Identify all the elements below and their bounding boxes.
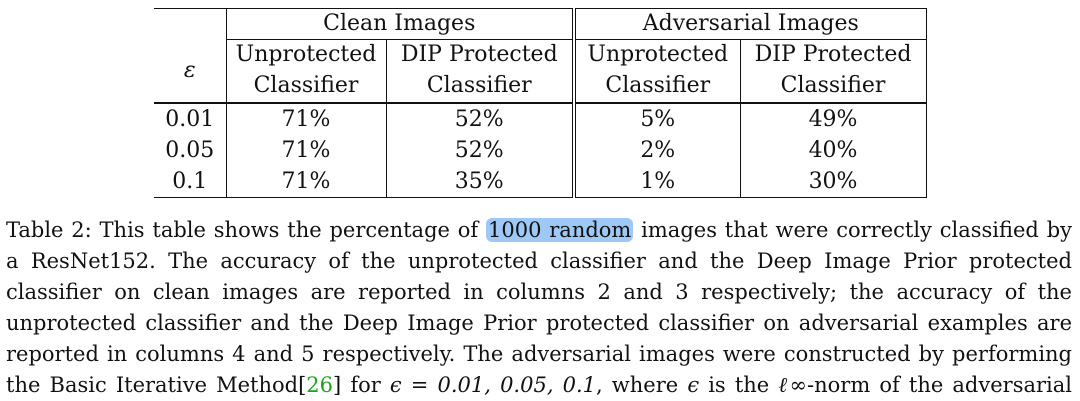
col-header-adv-dip: DIP Protected bbox=[739, 39, 927, 70]
group-header-clean: Clean Images bbox=[225, 8, 575, 40]
epsilon-header: ε bbox=[154, 39, 226, 104]
cell-clean-unprotected: 71% bbox=[225, 103, 386, 135]
table-row: 0.05 71% 52% 2% 40% bbox=[154, 135, 927, 166]
corner-cell bbox=[154, 8, 226, 40]
col-header-clean-unprotected: Unprotected bbox=[225, 39, 386, 70]
table-row: 0.1 71% 35% 1% 30% bbox=[154, 166, 927, 198]
cell-epsilon: 0.1 bbox=[154, 166, 226, 198]
results-table: Clean Images Adversarial Images ε Unprot… bbox=[154, 8, 927, 198]
cell-adv-dip: 49% bbox=[739, 103, 927, 135]
caption-text-1: Table 2: This table shows the percentage… bbox=[6, 218, 486, 242]
cell-adv-dip: 40% bbox=[739, 135, 927, 166]
col-subheader-adv-dip: Classifier bbox=[739, 70, 927, 104]
caption-text-4: , where bbox=[596, 373, 688, 397]
cell-adv-unprotected: 5% bbox=[572, 103, 741, 135]
caption-text-2: images that were correctly classified by… bbox=[6, 218, 1072, 397]
cell-clean-dip: 35% bbox=[385, 166, 575, 198]
math-epsilon: ϵ bbox=[687, 373, 700, 397]
caption-text-5: is the bbox=[699, 373, 779, 397]
results-table-container: Clean Images Adversarial Images ε Unprot… bbox=[154, 8, 927, 198]
math-epsilon-values: ϵ = 0.01, 0.05, 0.1 bbox=[389, 373, 597, 397]
cell-adv-unprotected: 1% bbox=[572, 166, 741, 198]
col-header-adv-unprotected: Unprotected bbox=[572, 39, 741, 70]
col-subheader-clean-dip: Classifier bbox=[385, 70, 575, 104]
col-subheader-adv-unprotected: Classifier bbox=[572, 70, 741, 104]
cell-clean-unprotected: 71% bbox=[225, 166, 386, 198]
group-header-adversarial: Adversarial Images bbox=[572, 8, 927, 40]
math-linf-norm: ℓ∞ bbox=[778, 373, 808, 397]
caption-paragraph: Table 2: This table shows the percentage… bbox=[6, 215, 1072, 401]
cell-clean-dip: 52% bbox=[385, 103, 575, 135]
col-subheader-clean-unprotected: Classifier bbox=[225, 70, 386, 104]
table-caption: Table 2: This table shows the percentage… bbox=[6, 215, 1072, 401]
cell-adv-dip: 30% bbox=[739, 166, 927, 198]
cell-clean-dip: 52% bbox=[385, 135, 575, 166]
caption-text-3: ] for bbox=[333, 373, 390, 397]
citation-link[interactable]: 26 bbox=[306, 373, 334, 397]
cell-epsilon: 0.01 bbox=[165, 106, 215, 132]
highlighted-text: 1000 random bbox=[486, 218, 634, 242]
cell-clean-unprotected: 71% bbox=[225, 135, 386, 166]
cell-adv-unprotected: 2% bbox=[572, 135, 741, 166]
table-row: 0.01 71% 52% 5% 49% bbox=[154, 103, 927, 135]
cell-epsilon: 0.05 bbox=[165, 137, 215, 163]
col-header-clean-dip: DIP Protected bbox=[385, 39, 575, 70]
caption-text-6: -norm of the adversarial perturbation. bbox=[807, 373, 1072, 397]
